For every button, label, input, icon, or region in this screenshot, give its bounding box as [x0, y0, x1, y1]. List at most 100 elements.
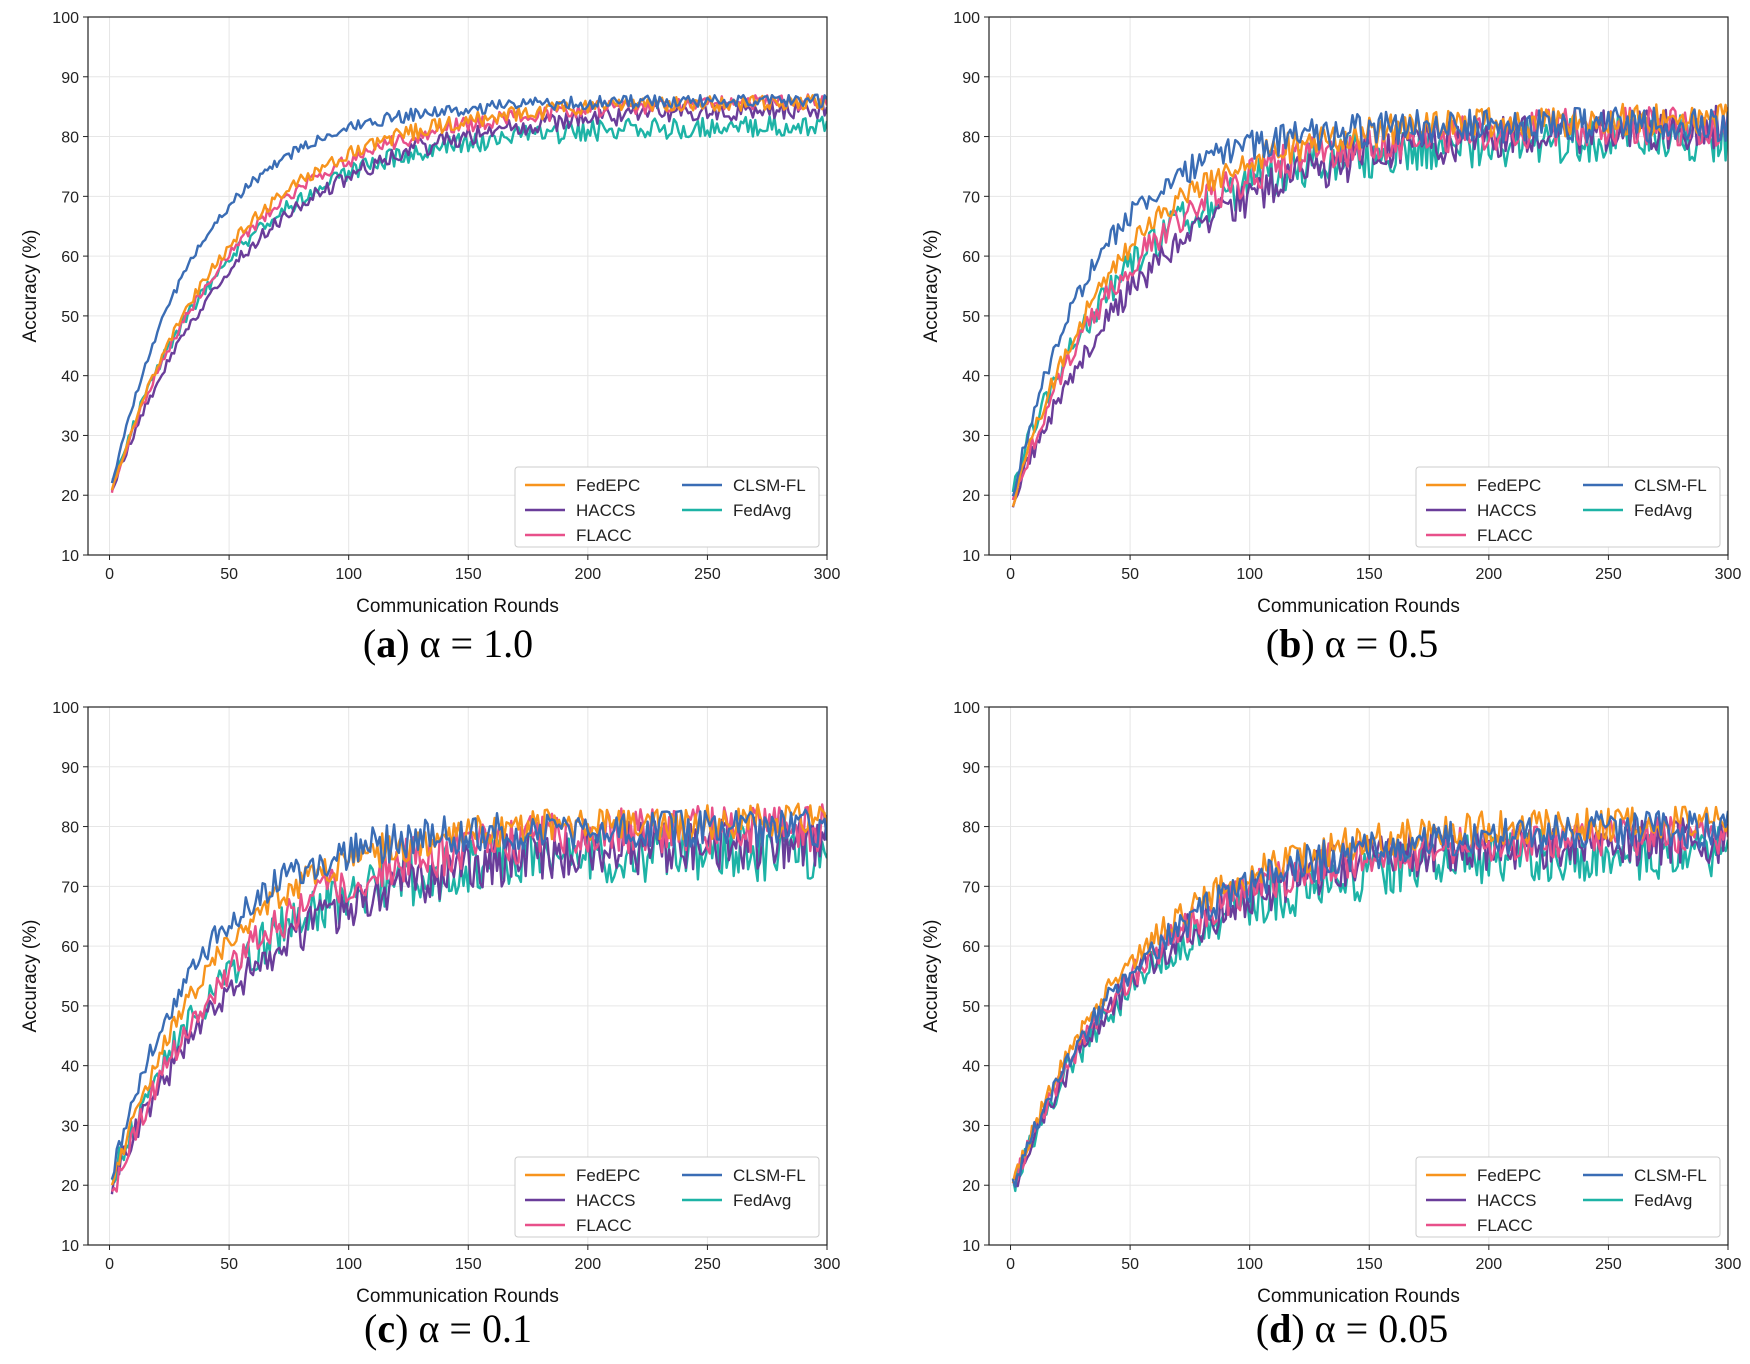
x-tick-label: 250 [1595, 1256, 1622, 1273]
x-tick-label: 200 [1475, 1256, 1502, 1273]
legend-label-clsm-fl: CLSM-FL [1634, 1166, 1707, 1185]
x-tick-label: 250 [694, 566, 721, 583]
y-tick-label: 40 [962, 369, 980, 386]
y-tick-label: 90 [962, 70, 980, 87]
legend-label-clsm-fl: CLSM-FL [1634, 476, 1707, 495]
y-tick-label: 50 [61, 999, 79, 1016]
x-tick-label: 100 [1236, 1256, 1263, 1273]
y-tick-label: 100 [52, 700, 79, 717]
y-tick-label: 50 [962, 999, 980, 1016]
x-tick-label: 150 [455, 566, 482, 583]
x-tick-label: 100 [1236, 566, 1263, 583]
y-tick-label: 30 [962, 1118, 980, 1135]
legend-label-haccs: HACCS [1477, 1191, 1537, 1210]
x-tick-label: 250 [694, 1256, 721, 1273]
y-axis-label: Accuracy (%) [921, 230, 942, 343]
subfigure-caption: (a) α = 1.0 [363, 621, 533, 666]
caption-paren-open: ( [1266, 621, 1279, 666]
series-line-haccs [110, 814, 827, 1195]
chart-panel-a: 10 20 30 40 50 60 70 80 90 100 0 50 100 150 200 250 300 C… [20, 10, 840, 666]
legend-label-flacc: FLACC [576, 1216, 632, 1235]
subfigure-caption: (b) α = 0.5 [1266, 621, 1438, 666]
y-tick-label: 40 [61, 369, 79, 386]
legend-label-haccs: HACCS [576, 1191, 636, 1210]
y-tick-label: 70 [61, 189, 79, 206]
x-tick-label: 200 [574, 1256, 601, 1273]
legend-label-flacc: FLACC [576, 526, 632, 545]
legend-label-fedepc: FedEPC [576, 476, 640, 495]
legend-box [1415, 1156, 1721, 1238]
y-tick-label: 90 [962, 760, 980, 777]
y-tick-label: 100 [52, 10, 79, 27]
y-tick-label: 90 [61, 760, 79, 777]
y-tick-label: 80 [61, 820, 79, 837]
legend-label-fedavg: FedAvg [733, 501, 791, 520]
legend-box [514, 466, 820, 548]
caption-paren-open: ( [364, 1306, 377, 1351]
plot-frame [988, 16, 1729, 556]
legend: FedEPC HACCS FLACC CLSM-FL FedAvg [1415, 1156, 1721, 1238]
y-tick-label: 70 [962, 879, 980, 896]
legend-label-fedavg: FedAvg [1634, 501, 1692, 520]
x-tick-label: 300 [814, 566, 841, 583]
chart-panel-c: 10 20 30 40 50 60 70 80 90 100 0 50 100 150 200 250 300 C… [20, 700, 840, 1351]
series-line-flacc [110, 93, 827, 493]
x-tick-label: 50 [220, 566, 238, 583]
y-tick-label: 20 [962, 488, 980, 505]
legend-label-fedavg: FedAvg [1634, 1191, 1692, 1210]
series-line-fedepc [110, 94, 827, 491]
y-tick-label: 60 [962, 939, 980, 956]
caption-letter: d [1269, 1306, 1291, 1351]
y-tick-label: 80 [962, 130, 980, 147]
legend-label-haccs: HACCS [1477, 501, 1537, 520]
y-tick-label: 50 [962, 309, 980, 326]
chart-panel-d: 10 20 30 40 50 60 70 80 90 100 0 50 100 150 200 250 300 C… [921, 700, 1741, 1351]
y-axis-label: Accuracy (%) [921, 920, 942, 1033]
x-tick-label: 150 [1356, 1256, 1383, 1273]
x-tick-label: 50 [220, 1256, 238, 1273]
plot-frame [988, 706, 1729, 1246]
y-tick-label: 20 [61, 488, 79, 505]
legend-label-clsm-fl: CLSM-FL [733, 476, 806, 495]
series-line-clsm-fl [1011, 106, 1728, 497]
y-tick-label: 40 [962, 1059, 980, 1076]
y-tick-label: 60 [61, 249, 79, 266]
y-tick-label: 10 [61, 1238, 79, 1255]
x-axis-label: Communication Rounds [356, 596, 559, 617]
x-tick-label: 300 [1715, 566, 1742, 583]
y-tick-label: 70 [962, 189, 980, 206]
legend-label-fedepc: FedEPC [1477, 476, 1541, 495]
y-tick-label: 40 [61, 1059, 79, 1076]
x-tick-label: 150 [455, 1256, 482, 1273]
series-line-haccs [1011, 104, 1728, 508]
caption-alpha: ) α = 0.05 [1291, 1306, 1448, 1351]
series-line-clsm-fl [1011, 810, 1728, 1188]
y-tick-label: 20 [61, 1178, 79, 1195]
legend-label-haccs: HACCS [576, 501, 636, 520]
y-tick-label: 60 [61, 939, 79, 956]
legend-label-fedepc: FedEPC [1477, 1166, 1541, 1185]
caption-alpha: ) α = 0.1 [395, 1306, 532, 1351]
legend-label-clsm-fl: CLSM-FL [733, 1166, 806, 1185]
x-tick-label: 0 [105, 566, 114, 583]
y-tick-label: 20 [962, 1178, 980, 1195]
y-tick-label: 10 [61, 548, 79, 565]
legend-box [514, 1156, 820, 1238]
x-tick-label: 50 [1121, 1256, 1139, 1273]
legend-label-flacc: FLACC [1477, 1216, 1533, 1235]
caption-paren-open: ( [363, 621, 376, 666]
y-tick-label: 80 [61, 130, 79, 147]
x-tick-label: 200 [574, 566, 601, 583]
y-tick-label: 30 [61, 428, 79, 445]
x-tick-label: 250 [1595, 566, 1622, 583]
caption-alpha: ) α = 0.5 [1301, 621, 1438, 666]
y-tick-label: 10 [962, 1238, 980, 1255]
caption-letter: b [1279, 621, 1301, 666]
x-tick-label: 0 [1006, 1256, 1015, 1273]
y-tick-label: 50 [61, 309, 79, 326]
series-line-haccs [1011, 815, 1728, 1188]
series-line-fedavg [111, 115, 827, 481]
subfigure-caption: (d) α = 0.05 [1256, 1306, 1448, 1351]
x-tick-label: 50 [1121, 566, 1139, 583]
